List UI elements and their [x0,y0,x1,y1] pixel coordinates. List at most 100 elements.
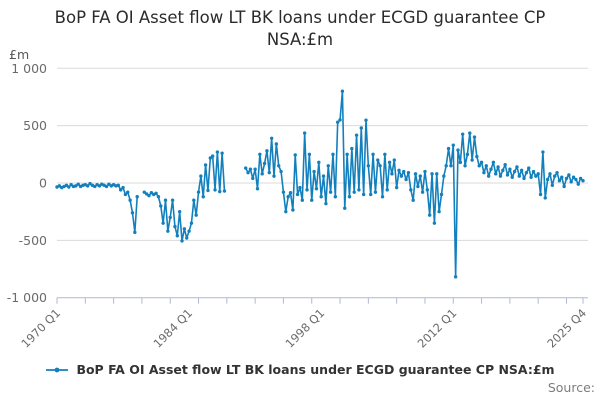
data-point [560,175,564,179]
data-point [522,176,526,181]
data-point [194,213,198,217]
data-point [550,183,555,187]
data-point [442,174,446,178]
data-point [475,154,479,159]
legend-line-marker-icon [46,367,69,372]
data-point [88,181,92,186]
data-point [107,182,111,186]
data-point [130,211,135,215]
data-point [85,184,90,188]
data-point [350,146,354,151]
data-point [557,179,562,183]
data-point [515,165,519,169]
data-point [418,174,422,178]
data-point [97,184,102,188]
data-point [359,126,363,130]
data-point [470,158,474,162]
data-point [413,172,418,176]
data-point [366,164,371,168]
data-point [512,169,517,174]
data-point [491,160,496,165]
data-point [397,168,401,173]
source-note: Source: [547,380,595,395]
data-point [439,192,444,197]
data-point [423,169,427,174]
data-point [281,190,286,194]
data-point [244,166,248,170]
data-point [147,193,151,198]
data-point [291,208,295,212]
data-point [338,118,342,122]
data-point [307,152,312,157]
data-point [251,176,255,181]
data-series-line [244,90,584,278]
data-point [192,198,196,202]
data-point [553,174,557,178]
data-point [543,196,547,200]
data-point [524,170,529,175]
data-point [116,183,121,187]
data-point [378,164,382,168]
data-point [310,198,314,202]
x-tick-label: 2012 Q1 [415,306,460,351]
data-point [444,164,448,168]
data-point [562,184,566,189]
data-point [133,230,137,235]
data-point [536,172,540,176]
data-point [74,184,78,188]
data-point [123,192,128,197]
data-point [265,149,269,153]
data-point [215,150,220,154]
data-point [534,174,538,178]
data-point [371,152,375,157]
data-point [298,185,302,190]
data-point [104,184,109,189]
data-point [199,174,203,178]
data-point [364,118,368,122]
data-point [451,143,455,147]
data-point [496,165,500,169]
data-point [477,164,481,168]
legend: BoP FA OI Asset flow LT BK loans under E… [0,362,600,377]
data-point [340,89,345,93]
data-point [581,179,585,183]
data-point [361,192,366,197]
data-point [482,170,486,175]
data-point [517,174,522,178]
data-point [458,160,463,165]
data-point [326,164,330,168]
data-point [576,182,580,186]
data-point [354,133,359,137]
data-point [527,166,531,170]
data-point [510,175,514,179]
data-point [548,172,552,176]
data-point [312,169,316,174]
x-tick-label: 1998 Q1 [283,306,328,351]
data-point [484,164,488,168]
data-point [505,173,510,177]
data-point [272,174,276,178]
data-point [489,167,493,171]
data-point [321,174,326,178]
data-point [293,153,297,157]
x-tick-label: 1970 Q1 [18,306,63,351]
data-point [479,160,484,165]
data-point [253,167,257,171]
data-point [203,163,208,167]
data-point [185,236,189,240]
data-point [121,185,125,190]
data-point [314,187,319,191]
legend-label: BoP FA OI Asset flow LT BK loans under E… [76,362,555,377]
data-point [538,192,543,197]
data-point [564,176,569,181]
data-point [128,198,132,202]
data-point [161,221,165,225]
data-point [69,183,73,187]
data-point [218,189,222,194]
data-point [430,172,434,176]
data-point [300,198,305,202]
data-point [427,213,432,217]
y-tick-label: -500 [19,233,47,248]
data-point [416,184,420,189]
